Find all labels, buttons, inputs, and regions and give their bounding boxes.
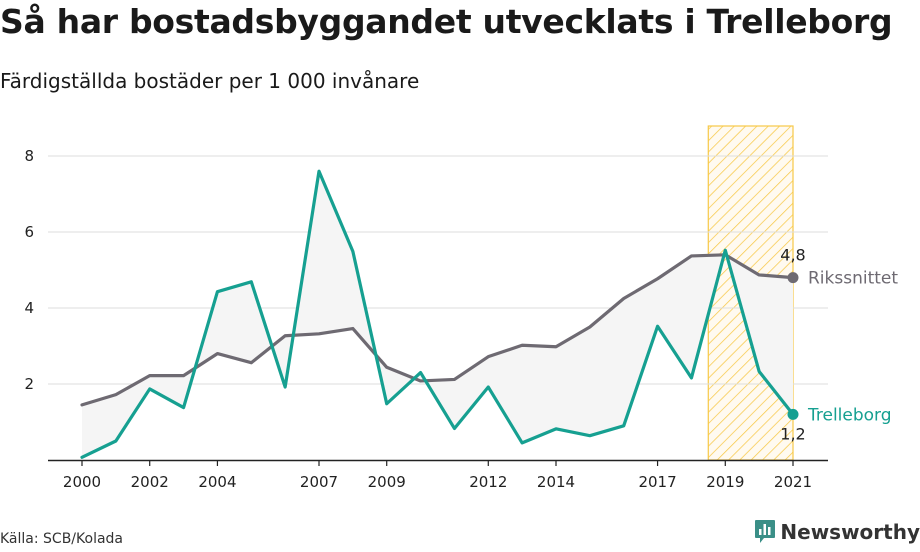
series-line-rikssnittet <box>80 253 795 407</box>
value-label-rikssnittet: 4,8 <box>780 246 805 265</box>
x-tick-label: 2002 <box>131 473 169 491</box>
x-tick-label: 2007 <box>300 473 338 491</box>
brand-logo: Newsworthy <box>754 519 920 545</box>
newsworthy-logo-icon <box>754 519 776 545</box>
difference-area <box>82 171 793 458</box>
x-tick-label: 2017 <box>638 473 676 491</box>
chart-subtitle: Färdigställda bostäder per 1 000 invånar… <box>0 69 420 93</box>
series-label-trelleborg: Trelleborg <box>807 405 892 425</box>
x-tick-label: 2012 <box>469 473 507 491</box>
series-label-rikssnittet: Rikssnittet <box>808 269 898 289</box>
series-line-trelleborg <box>80 169 795 459</box>
x-tick-label: 2021 <box>774 473 812 491</box>
series-lines <box>80 169 799 459</box>
source-note: Källa: SCB/Kolada <box>0 531 124 547</box>
end-labels: Rikssnittet Trelleborg 4,8 1,2 <box>780 246 898 444</box>
y-tick-label: 6 <box>24 223 34 241</box>
x-axis: 2000 2002 2004 2007 2009 2012 2014 2017 2019 2021 <box>48 459 828 491</box>
x-tick-label: 2000 <box>63 473 101 491</box>
end-point-rikssnittet <box>787 272 799 284</box>
difference-area-layer <box>82 171 793 458</box>
x-tick-label: 2019 <box>706 473 744 491</box>
value-label-trelleborg: 1,2 <box>780 424 805 443</box>
x-tick-label: 2009 <box>368 473 406 491</box>
end-point-trelleborg <box>787 408 799 420</box>
y-tick-label: 4 <box>24 299 34 317</box>
brand-name: Newsworthy <box>780 520 920 544</box>
chart-title: Så har bostadsbyggandet utvecklats i Tre… <box>0 2 893 41</box>
x-tick-label: 2014 <box>537 473 575 491</box>
y-tick-label: 8 <box>24 147 34 165</box>
y-tick-label: 2 <box>24 375 34 393</box>
x-tick-label: 2004 <box>198 473 236 491</box>
